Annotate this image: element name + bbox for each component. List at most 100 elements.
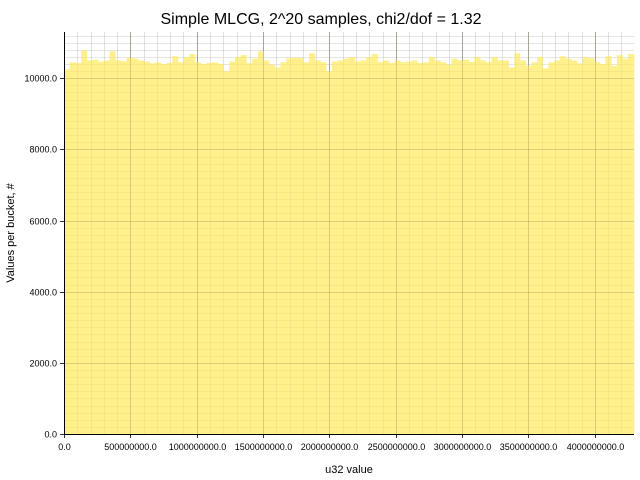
y-tick-label: 0.0: [44, 430, 57, 440]
histogram-bar: [463, 59, 469, 435]
histogram-bar: [206, 62, 213, 435]
histogram-bar: [508, 67, 515, 434]
histogram-bar: [616, 55, 623, 434]
histogram-bar: [582, 56, 589, 435]
histogram-bar: [160, 64, 167, 434]
histogram-bar: [274, 67, 281, 434]
histogram-bar: [423, 62, 430, 434]
histogram-bar: [280, 62, 287, 434]
histogram-bar: [388, 62, 395, 435]
histogram-bar: [474, 56, 481, 435]
histogram-bar: [212, 62, 219, 434]
y-tick-label: 10000.0: [24, 74, 57, 84]
y-axis-ticks: 0.0 2000.0 4000.0 6000.0 8000.0 10000.0: [24, 74, 64, 440]
x-tick-label: 3500000000.0: [500, 442, 558, 452]
x-axis-label: u32 value: [325, 464, 373, 476]
histogram-bar: [451, 58, 458, 434]
histogram-bar: [240, 55, 247, 434]
histogram-bar: [200, 64, 207, 434]
chart-title: Simple MLCG, 2^20 samples, chi2/dof = 1.…: [161, 11, 482, 28]
histogram-bar: [548, 62, 555, 434]
histogram-bar: [605, 56, 612, 434]
histogram-bar: [542, 68, 549, 434]
histogram-bar: [445, 64, 452, 435]
histogram-bar: [611, 65, 618, 435]
histogram-bar: [349, 56, 355, 435]
histogram-bar: [531, 62, 538, 434]
histogram-bar: [571, 60, 578, 435]
x-tick-label: 2500000000.0: [368, 442, 426, 452]
y-tick-label: 2000.0: [29, 359, 57, 369]
histogram-bar: [337, 60, 344, 435]
histogram-bar: [457, 60, 464, 435]
histogram-bar: [189, 54, 196, 434]
histogram-bar: [263, 60, 270, 435]
histogram-bar: [594, 61, 601, 435]
histogram-bar: [599, 64, 606, 434]
histogram-bar: [525, 65, 532, 435]
x-tick-label: 1000000000.0: [169, 442, 227, 452]
histogram-bar: [417, 62, 424, 435]
histogram-bar: [371, 54, 378, 434]
x-tick-label: 1500000000.0: [235, 442, 293, 452]
histogram-bar: [98, 61, 105, 434]
histogram-bar: [229, 61, 236, 434]
x-tick-label: 4000000000.0: [567, 442, 625, 452]
histogram-bar: [354, 61, 361, 434]
histogram-bar: [320, 62, 327, 434]
histogram-bar: [428, 56, 435, 435]
histogram-bar: [303, 62, 310, 434]
histogram-bar: [628, 54, 635, 434]
histogram-bar: [252, 58, 259, 434]
histogram-bar: [246, 63, 253, 435]
histogram-bar: [223, 71, 230, 434]
histogram-bar: [502, 60, 509, 435]
histogram-bar: [400, 62, 407, 434]
histogram-bar: [622, 58, 629, 434]
histogram-bar: [103, 60, 110, 435]
histogram-bar: [394, 60, 401, 435]
histogram-bar: [92, 59, 99, 435]
histogram-bar: [537, 56, 544, 435]
histogram-bar: [559, 56, 566, 434]
histogram-bar: [132, 58, 139, 434]
histogram-bar: [326, 71, 333, 434]
histogram-bar: [183, 56, 190, 435]
x-tick-label: 0.0: [58, 442, 71, 452]
histogram-bar: [440, 62, 447, 434]
histogram-bar: [109, 51, 116, 434]
y-tick-label: 6000.0: [29, 217, 57, 227]
histogram-bar: [480, 60, 487, 435]
histogram-bar: [69, 62, 76, 434]
histogram-bar: [514, 53, 521, 435]
histogram-bar: [292, 57, 298, 434]
histogram-bar: [497, 60, 504, 435]
histogram-bar: [172, 56, 179, 434]
bars-group: [64, 50, 635, 435]
histogram-bar: [138, 60, 145, 435]
histogram-bar: [155, 62, 162, 434]
y-tick-label: 4000.0: [29, 288, 57, 298]
histogram-bar: [411, 60, 418, 435]
histogram-bar: [520, 60, 526, 435]
histogram-bar: [166, 62, 173, 435]
histogram-bar: [286, 58, 293, 435]
histogram-bar: [64, 69, 70, 435]
histogram-bar: [195, 62, 202, 434]
histogram-bar: [485, 62, 492, 434]
histogram-bar: [257, 51, 264, 434]
histogram-bar: [577, 63, 583, 435]
histogram-bar: [434, 60, 441, 435]
histogram-bar: [343, 58, 350, 434]
histogram-bar: [86, 60, 93, 435]
histogram-bar: [81, 50, 88, 434]
histogram-bar: [360, 60, 367, 435]
histogram-bar: [554, 60, 561, 435]
histogram-bar: [366, 56, 373, 435]
histogram-bar: [468, 61, 475, 435]
histogram-bar: [297, 57, 304, 434]
histogram-bar: [178, 62, 184, 434]
x-tick-label: 3000000000.0: [434, 442, 492, 452]
y-tick-label: 8000.0: [29, 145, 57, 155]
